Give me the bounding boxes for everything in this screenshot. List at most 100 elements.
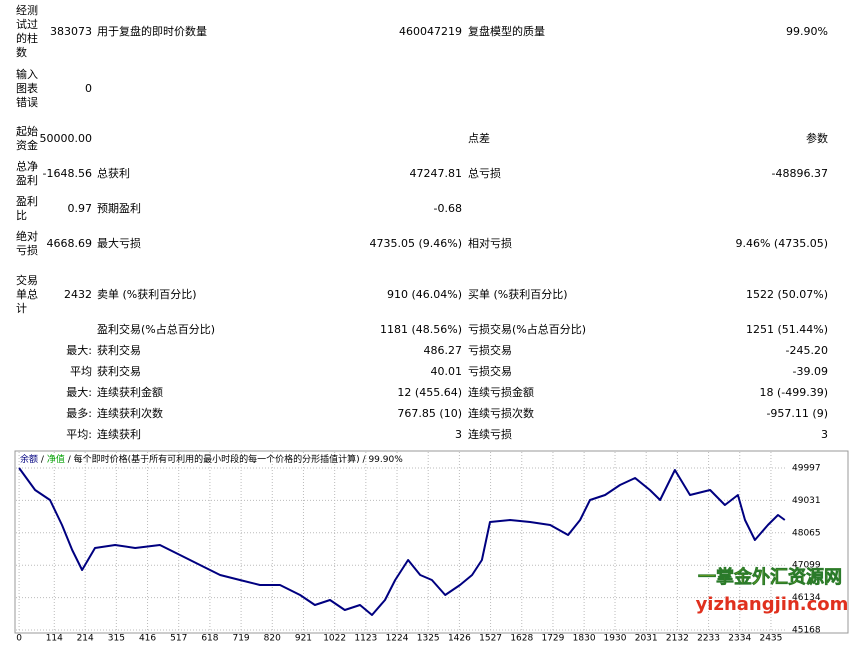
cell-value: 50000.00 bbox=[39, 132, 93, 145]
balance-line bbox=[18, 467, 786, 616]
cell-label: 总获利 bbox=[97, 167, 130, 180]
legend-entry: 余额 bbox=[20, 453, 38, 465]
x-tick-label: 1325 bbox=[417, 634, 440, 644]
cell-value: 4668.69 bbox=[46, 237, 93, 250]
x-tick-label: 214 bbox=[77, 634, 94, 644]
table-row: 平均: 连续获利 3 连续亏损 3 bbox=[0, 427, 862, 443]
y-tick-label: 48065 bbox=[792, 528, 821, 538]
cell-label: 亏损交易(%占总百分比) bbox=[468, 323, 587, 336]
cell-label: 总亏损 bbox=[468, 167, 501, 180]
y-tick-label: 45168 bbox=[792, 625, 821, 635]
y-tick-label: 49031 bbox=[792, 496, 821, 506]
cell-value: 460047219 bbox=[399, 25, 462, 38]
cell-value: -245.20 bbox=[785, 344, 828, 357]
cell-value: 0.97 bbox=[67, 202, 93, 215]
cell-value: 3 bbox=[455, 428, 462, 441]
cell-label: 连续获利 bbox=[97, 428, 141, 441]
cell-label: 总净盈利 bbox=[16, 160, 38, 187]
cell-label: 连续亏损金额 bbox=[468, 386, 534, 399]
legend-separator: / bbox=[363, 455, 367, 465]
x-tick-label: 1729 bbox=[541, 634, 564, 644]
x-tick-label: 1830 bbox=[573, 634, 596, 644]
cell-label: 获利交易 bbox=[97, 344, 141, 357]
cell-label: 连续获利次数 bbox=[97, 407, 163, 420]
table-row: 交易单总计 2432 卖单 (%获利百分比) 910 (46.04%) 买单 (%获利百… bbox=[0, 272, 862, 318]
model-note: 每个即时价格(基于所有可利用的最小时段的每一个价格的分形插值计算) bbox=[74, 453, 360, 465]
cell-label: 连续亏损次数 bbox=[468, 407, 534, 420]
y-tick-label: 47099 bbox=[792, 561, 821, 571]
cell-value: 486.27 bbox=[423, 344, 463, 357]
cell-value: 12 (455.64) bbox=[397, 386, 462, 399]
x-tick-label: 2031 bbox=[635, 634, 658, 644]
cell-value: 1522 (50.07%) bbox=[745, 288, 828, 301]
x-tick-label: 921 bbox=[295, 634, 312, 644]
x-tick-label: 2435 bbox=[759, 634, 782, 644]
y-tick-label: 46134 bbox=[792, 593, 821, 603]
watermark: yizhangjin.com bbox=[696, 594, 849, 615]
cell-label: 盈利交易(%占总百分比) bbox=[97, 323, 216, 336]
legend: 余额 / 净值 / 每个即时价格(基于所有可利用的最小时段的每一个价格的分形插值… bbox=[20, 453, 403, 465]
cell-label: 预期盈利 bbox=[97, 202, 141, 215]
cell-label: 卖单 (%获利百分比) bbox=[97, 288, 197, 301]
cell-value: 99.90% bbox=[786, 25, 828, 38]
cell-value: 18 (-499.39) bbox=[759, 386, 828, 399]
cell-label: 亏损交易 bbox=[468, 344, 512, 357]
cell-label: 复盘模型的质量 bbox=[468, 25, 545, 38]
legend-separator: / bbox=[68, 455, 72, 465]
cell-value: 9.46% (4735.05) bbox=[735, 237, 828, 250]
cell-label: 连续获利金额 bbox=[97, 386, 163, 399]
cell-value: 最大: bbox=[66, 344, 92, 357]
legend-entry: 净值 bbox=[47, 453, 65, 465]
table-row: 总净盈利 -1648.56 总获利 47247.81 总亏损 -48896.37 bbox=[0, 159, 862, 189]
x-tick-label: 2334 bbox=[728, 634, 751, 644]
cell-label: 最大亏损 bbox=[97, 237, 141, 250]
cell-value: -957.11 (9) bbox=[766, 407, 828, 420]
cell-value: 1181 (48.56%) bbox=[379, 323, 462, 336]
table-row: 盈利交易(%占总百分比) 1181 (48.56%) 亏损交易(%占总百分比) 125… bbox=[0, 322, 862, 338]
table-row: 平均 获利交易 40.01 亏损交易 -39.09 bbox=[0, 364, 862, 380]
cell-value: -1648.56 bbox=[42, 167, 92, 180]
cell-value: 4735.05 (9.46%) bbox=[369, 237, 462, 250]
cell-label: 起始资金 bbox=[16, 125, 38, 152]
x-tick-label: 114 bbox=[46, 634, 63, 644]
table-row: 盈利比 0.97 预期盈利 -0.68 bbox=[0, 194, 862, 224]
x-tick-label: 517 bbox=[170, 634, 187, 644]
y-tick-label: 49997 bbox=[792, 464, 821, 474]
table-row: 最多: 连续获利次数 767.85 (10) 连续亏损次数 -957.11 (9) bbox=[0, 406, 862, 422]
x-tick-label: 1022 bbox=[323, 634, 346, 644]
cell-value: 47247.81 bbox=[409, 167, 463, 180]
cell-value: 平均 bbox=[70, 365, 92, 378]
cell-label: 交易单总计 bbox=[16, 274, 38, 315]
cell-value: -39.09 bbox=[792, 365, 828, 378]
x-tick-label: 416 bbox=[139, 634, 156, 644]
cell-value: 参数 bbox=[806, 132, 828, 145]
quality: 99.90% bbox=[368, 455, 403, 465]
table-row: 经测试过的柱数 383073 用于复盘的即时价数量 460047219 复盘模型的质量 9… bbox=[0, 3, 862, 61]
x-tick-label: 0 bbox=[16, 634, 22, 644]
cell-label: 买单 (%获利百分比) bbox=[468, 288, 568, 301]
cell-label: 亏损交易 bbox=[468, 365, 512, 378]
cell-value: -0.68 bbox=[433, 202, 462, 215]
cell-label: 获利交易 bbox=[97, 365, 141, 378]
cell-value: 767.85 (10) bbox=[397, 407, 462, 420]
cell-value: 2432 bbox=[64, 288, 92, 301]
x-tick-label: 1224 bbox=[386, 634, 409, 644]
cell-value: 最多: bbox=[66, 407, 92, 420]
cell-label: 经测试过的柱数 bbox=[16, 4, 38, 59]
cell-value: 3 bbox=[821, 428, 828, 441]
x-tick-label: 820 bbox=[264, 634, 281, 644]
cell-value: 最大: bbox=[66, 386, 92, 399]
table-row: 最大: 获利交易 486.27 亏损交易 -245.20 bbox=[0, 343, 862, 359]
table-row: 最大: 连续获利金额 12 (455.64) 连续亏损金额 18 (-499.39) bbox=[0, 385, 862, 401]
watermark: 一掌金外汇资源网 bbox=[698, 566, 842, 588]
cell-label: 相对亏损 bbox=[468, 237, 512, 250]
table-row: 输入图表错误 0 bbox=[0, 66, 862, 111]
cell-label: 点差 bbox=[468, 132, 490, 145]
cell-label: 用于复盘的即时价数量 bbox=[97, 25, 207, 38]
table-row: 绝对亏损 4668.69 最大亏损 4735.05 (9.46%) 相对亏损 9.46% … bbox=[0, 229, 862, 259]
cell-value: 平均: bbox=[66, 428, 92, 441]
cell-value: -48896.37 bbox=[771, 167, 828, 180]
cell-value: 0 bbox=[85, 81, 92, 95]
